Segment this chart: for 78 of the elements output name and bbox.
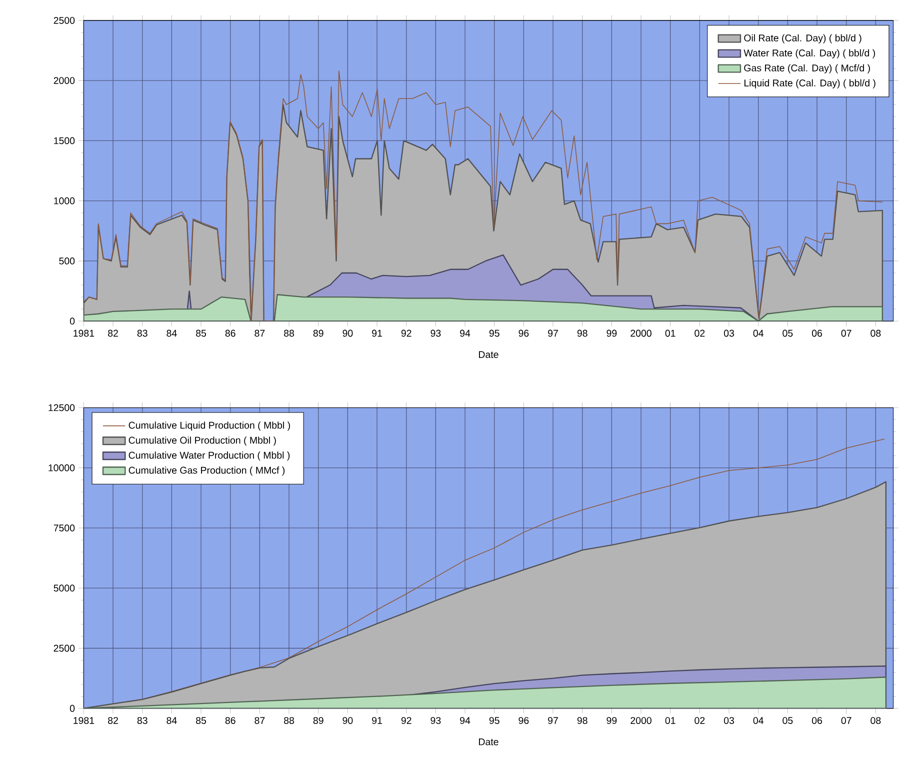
x-axis-title: Date xyxy=(479,351,498,358)
x-tick-label: 89 xyxy=(313,717,324,724)
x-tick-label: 04 xyxy=(753,717,764,724)
x-tick-label: 98 xyxy=(577,330,588,337)
x-tick-label: 01 xyxy=(665,717,676,724)
y-tick-label: 7500 xyxy=(54,524,75,532)
x-tick-label: 04 xyxy=(753,330,764,337)
x-tick-label: 03 xyxy=(724,330,734,337)
y-tick-label: 1000 xyxy=(54,197,75,204)
y-tick-label: 2500 xyxy=(54,17,75,24)
x-tick-label: 02 xyxy=(694,717,705,724)
x-tick-label: 97 xyxy=(548,717,558,724)
x-tick-label: 85 xyxy=(196,717,206,724)
x-tick-label: 06 xyxy=(812,330,822,337)
x-tick-label: 82 xyxy=(108,717,118,724)
x-tick-label: 97 xyxy=(548,330,558,337)
x-tick-label: 05 xyxy=(782,330,793,337)
x-tick-label: 89 xyxy=(313,330,324,337)
x-tick-label: 92 xyxy=(401,330,412,337)
y-tick-label: 2500 xyxy=(54,644,75,652)
x-tick-label: 99 xyxy=(606,330,617,337)
x-tick-label: 87 xyxy=(254,330,265,337)
x-tick-label: 94 xyxy=(460,330,470,337)
y-tick-label: 0 xyxy=(70,318,75,325)
x-tick-label: 83 xyxy=(137,330,148,337)
x-tick-label: 2000 xyxy=(630,330,652,337)
x-tick-label: 1981 xyxy=(74,717,94,724)
x-tick-label: 07 xyxy=(841,717,852,724)
x-tick-label: 05 xyxy=(782,717,793,724)
y-tick-label: 2000 xyxy=(54,77,75,84)
x-tick-label: 02 xyxy=(694,330,705,337)
x-tick-label: 84 xyxy=(166,330,177,337)
y-tick-label: 12500 xyxy=(48,404,75,412)
x-tick-label: 90 xyxy=(342,330,353,337)
x-tick-label: 92 xyxy=(401,717,412,724)
x-tick-label: 96 xyxy=(518,330,529,337)
x-tick-label: 85 xyxy=(196,330,206,337)
x-tick-label: 2000 xyxy=(630,717,652,724)
legend-label: Cumulative Gas Production ( MMcf ) xyxy=(128,466,285,476)
legend-label: Cumulative Oil Production ( Mbbl ) xyxy=(128,436,276,446)
x-tick-label: 90 xyxy=(342,717,353,724)
x-tick-label: 91 xyxy=(372,717,382,724)
y-tick-label: 10000 xyxy=(48,464,75,472)
x-tick-label: 83 xyxy=(137,717,148,724)
x-tick-label: 06 xyxy=(812,717,822,724)
x-tick-label: 03 xyxy=(724,717,734,724)
x-axis-title: Date xyxy=(479,738,498,746)
y-tick-label: 500 xyxy=(59,258,75,264)
x-tick-label: 93 xyxy=(430,717,441,724)
legend-label: Oil Rate (Cal. Day) ( bbl/d ) xyxy=(744,34,862,44)
x-tick-label: 98 xyxy=(577,717,588,724)
x-tick-label: 08 xyxy=(870,330,881,337)
y-tick-label: 1500 xyxy=(54,137,75,144)
x-tick-label: 99 xyxy=(606,717,617,724)
x-tick-label: 84 xyxy=(166,717,177,724)
x-tick-label: 93 xyxy=(430,330,441,337)
x-tick-label: 88 xyxy=(284,330,294,337)
x-tick-label: 86 xyxy=(225,717,236,724)
y-tick-label: 0 xyxy=(70,704,75,712)
x-tick-label: 96 xyxy=(518,717,529,724)
x-tick-label: 95 xyxy=(489,330,500,337)
x-tick-label: 86 xyxy=(225,330,236,337)
y-tick-label: 5000 xyxy=(54,584,75,592)
x-tick-label: 08 xyxy=(870,717,881,724)
x-tick-label: 91 xyxy=(372,330,382,337)
x-tick-label: 94 xyxy=(460,717,470,724)
x-tick-label: 1981 xyxy=(74,330,94,337)
x-tick-label: 01 xyxy=(665,330,676,337)
x-tick-label: 88 xyxy=(284,717,294,724)
x-tick-label: 07 xyxy=(841,330,852,337)
legend-label: Liquid Rate (Cal. Day) ( bbl/d ) xyxy=(744,79,876,88)
x-tick-label: 87 xyxy=(254,717,265,724)
x-tick-label: 95 xyxy=(489,717,500,724)
legend-label: Water Rate (Cal. Day) ( bbl/d ) xyxy=(744,49,875,58)
legend-label: Gas Rate (Cal. Day) ( Mcf/d ) xyxy=(744,64,870,74)
x-tick-label: 82 xyxy=(108,330,118,337)
legend-label: Cumulative Liquid Production ( Mbbl ) xyxy=(128,422,290,431)
legend-label: Cumulative Water Production ( Mbbl ) xyxy=(128,452,290,461)
